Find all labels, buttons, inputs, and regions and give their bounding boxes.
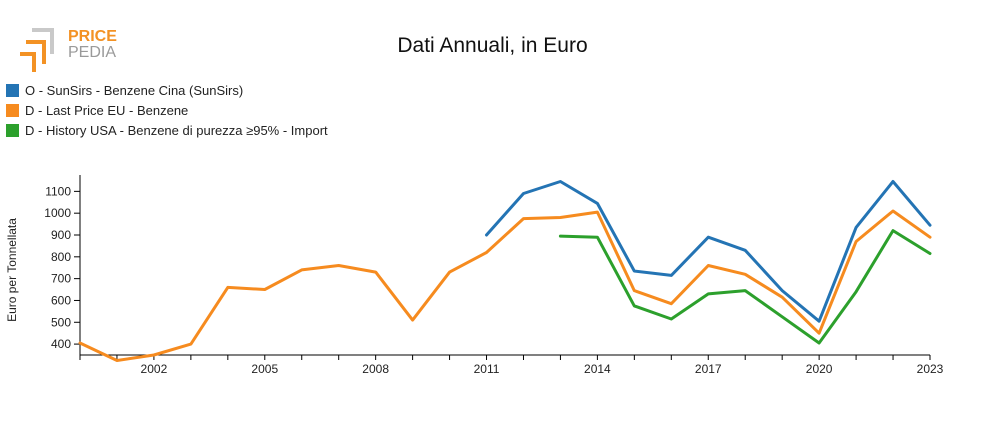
legend-label: O - SunSirs - Benzene Cina (SunSirs) (25, 82, 244, 98)
series-line-3 (558, 229, 932, 345)
legend-swatch (6, 123, 19, 137)
y-tick-label: 600 (51, 293, 71, 307)
legend-item[interactable]: D - History USA - Benzene di purezza ≥95… (6, 120, 328, 140)
legend-item[interactable]: O - SunSirs - Benzene Cina (SunSirs) (6, 80, 328, 100)
x-tick-label: 2008 (362, 362, 389, 376)
series-line-1 (485, 180, 932, 323)
x-tick-label: 2020 (806, 362, 833, 376)
y-tick-label: 700 (51, 272, 71, 286)
x-tick-label: 2017 (695, 362, 722, 376)
legend-label: D - Last Price EU - Benzene (25, 102, 189, 118)
y-tick-label: 1100 (45, 184, 71, 198)
y-tick-label: 500 (51, 315, 71, 329)
y-tick-label: 400 (51, 337, 71, 351)
pricepedia-logo: PRICE PEDIA (20, 28, 117, 72)
x-tick-label: 2002 (141, 362, 168, 376)
legend-label: D - History USA - Benzene di purezza ≥95… (25, 122, 328, 138)
x-tick-label: 2014 (584, 362, 611, 376)
y-tick-label: 1000 (44, 206, 71, 220)
logo-mark-icon (20, 28, 54, 72)
legend-swatch (6, 103, 19, 117)
y-tick-label: 900 (51, 228, 71, 242)
chart-title: Dati Annuali, in Euro (397, 34, 588, 57)
legend: O - SunSirs - Benzene Cina (SunSirs) D - … (6, 80, 328, 140)
x-tick-label: 2011 (474, 362, 500, 376)
y-tick-label: 800 (51, 250, 71, 264)
logo-text-top: PRICE (68, 28, 117, 45)
x-tick-label: 2005 (251, 362, 278, 376)
x-tick-label: 2023 (917, 362, 944, 376)
logo-text-bottom: PEDIA (68, 44, 116, 61)
legend-item[interactable]: D - Last Price EU - Benzene (6, 100, 328, 120)
series-line-2 (78, 209, 932, 362)
legend-swatch (6, 83, 19, 97)
y-axis-label: Euro per Tonnellata (5, 218, 19, 322)
